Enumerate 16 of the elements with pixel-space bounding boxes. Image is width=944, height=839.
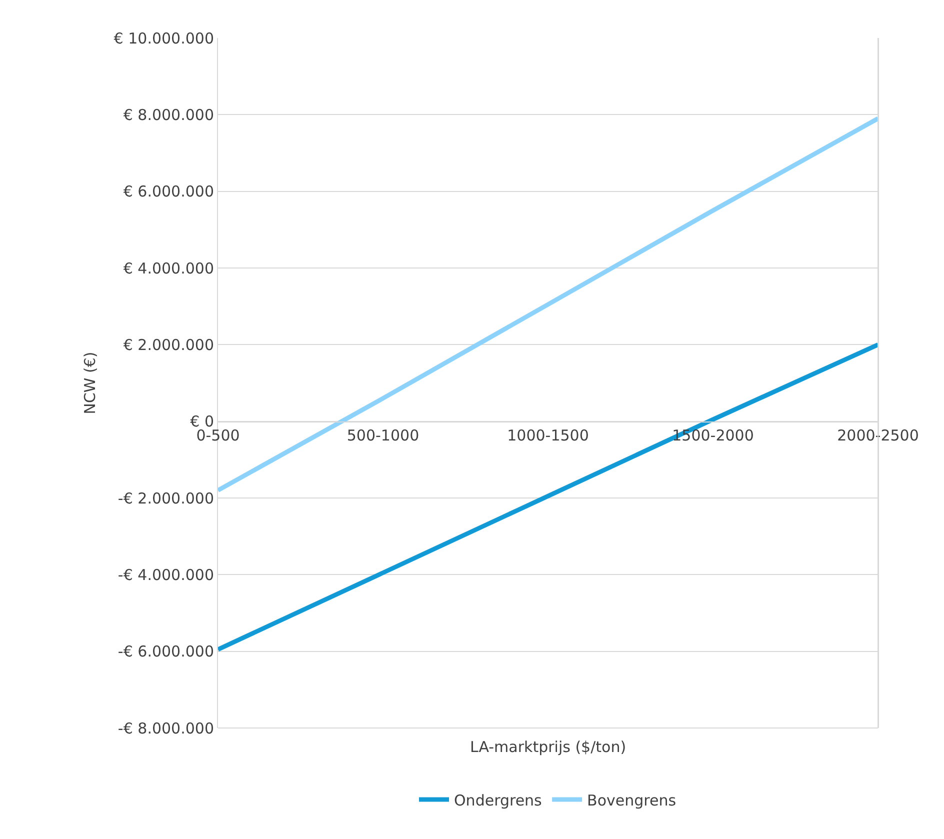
y-tick-label: -€ 4.000.000 xyxy=(118,566,214,584)
y-axis-title: NCW (€) xyxy=(81,352,100,414)
legend-label: Bovengrens xyxy=(587,791,676,810)
y-tick-label: € 2.000.000 xyxy=(123,336,214,354)
y-tick-label: -€ 2.000.000 xyxy=(118,489,214,508)
y-tick-label: -€ 6.000.000 xyxy=(118,642,214,661)
y-tick-label: € 6.000.000 xyxy=(123,182,214,201)
x-axis-title: LA-marktprijs ($/ton) xyxy=(470,738,626,756)
legend-label: Ondergrens xyxy=(454,791,542,810)
x-tick-label: 500-1000 xyxy=(346,426,420,444)
y-tick-label: € 8.000.000 xyxy=(123,106,214,124)
y-tick-label: -€ 8.000.000 xyxy=(118,719,214,738)
y-tick-label: € 4.000.000 xyxy=(123,259,214,278)
x-tick-label: 1000-1500 xyxy=(507,426,589,444)
x-tick-label: 2000-2500 xyxy=(837,426,919,444)
y-tick-label: € 10.000.000 xyxy=(114,29,214,48)
